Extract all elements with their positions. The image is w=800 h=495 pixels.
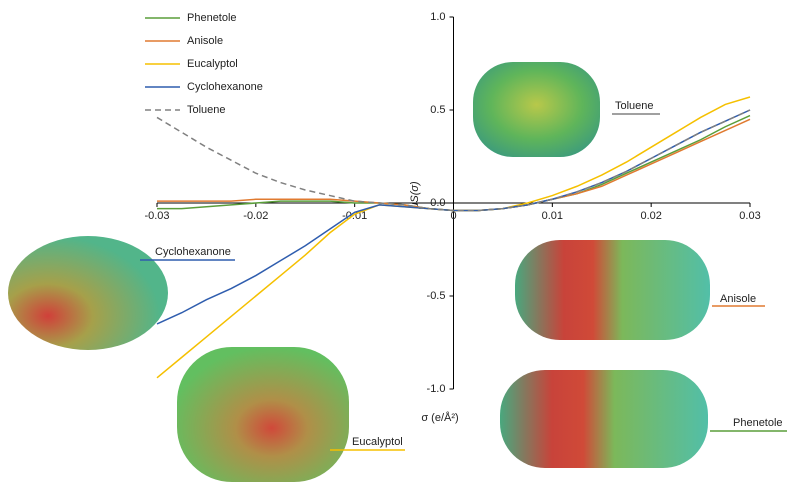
legend-label: Cyclohexanone (187, 81, 263, 93)
annotation: Toluene (615, 100, 654, 112)
molecule-images (8, 62, 710, 482)
y-tick-label: 0.0 (430, 197, 445, 209)
x-axis-label: σ (e/Å²) (421, 411, 458, 424)
annotation: Phenetole (733, 417, 783, 429)
cyclohexanone-surface (8, 236, 168, 350)
legend-label: Eucalyptol (187, 58, 238, 70)
callout-lines (140, 113, 787, 451)
y-tick-label: 0.5 (430, 104, 445, 116)
y-axis-label: μS(σ) (409, 181, 421, 210)
series-line (156, 109, 751, 212)
phenetole-surface (500, 370, 708, 468)
y-tick-label: -1.0 (427, 383, 446, 395)
toluene-surface (473, 62, 600, 157)
x-tick-label: 0.02 (640, 210, 661, 222)
y-tick-label: -0.5 (427, 290, 446, 302)
eucalyptol-surface (177, 347, 349, 482)
x-tick-label: -0.03 (144, 210, 169, 222)
legend-label: Anisole (187, 35, 223, 47)
x-tick-label: 0.01 (542, 210, 563, 222)
x-tick-label: 0 (450, 210, 456, 222)
annotation: Cyclohexanone (155, 246, 231, 258)
anisole-surface (515, 240, 710, 340)
legend-label: Toluene (187, 104, 226, 116)
x-tick-label: -0.02 (243, 210, 268, 222)
annotation: Eucalyptol (352, 436, 403, 448)
annotation: Anisole (720, 293, 756, 305)
x-tick-label: 0.03 (739, 210, 760, 222)
legend-label: Phenetole (187, 12, 237, 24)
y-tick-label: 1.0 (430, 11, 445, 23)
